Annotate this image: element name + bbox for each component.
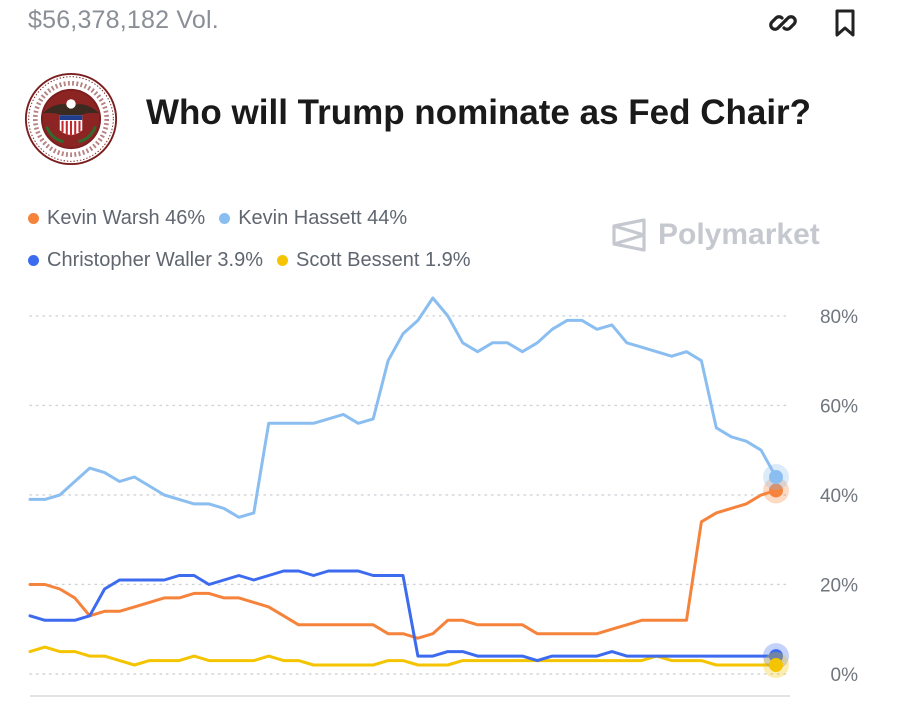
series-line-christopher-waller [28, 569, 778, 663]
legend-label-scott-bessent: Scott Bessent 1.9% [296, 249, 471, 271]
chart-legend: Kevin Warsh 46% Kevin Hassett 44% Christ… [28, 197, 485, 281]
legend-item-kevin-hassett[interactable]: Kevin Hassett 44% [219, 197, 407, 239]
end-marker-kevin-warsh [769, 483, 783, 498]
y-tick-label: 0% [831, 665, 859, 686]
legend-label-kevin-hassett: Kevin Hassett 44% [238, 207, 408, 229]
legend-label-christopher-waller: Christopher Waller 3.9% [47, 249, 264, 271]
series-line-kevin-warsh [28, 489, 778, 640]
legend-item-kevin-warsh[interactable]: Kevin Warsh 46% [28, 197, 205, 239]
y-tick-label: 20% [820, 575, 858, 596]
federal-reserve-seal [24, 72, 118, 166]
end-marker-kevin-hassett [769, 470, 783, 485]
y-tick-label: 80% [820, 307, 858, 328]
link-icon-graphic [769, 15, 797, 31]
y-tick-label: 60% [820, 396, 858, 417]
polymarket-logo-icon [612, 218, 646, 252]
legend-item-scott-bessent[interactable]: Scott Bessent 1.9% [277, 239, 471, 281]
series-line-kevin-hassett [28, 296, 778, 519]
market-title: Who will Trump nominate as Fed Chair? [146, 93, 812, 132]
legend-dot-kevin-hassett [219, 212, 231, 224]
legend-label-kevin-warsh: Kevin Warsh 46% [47, 207, 206, 229]
polymarket-watermark: Polymarket [610, 218, 820, 252]
end-marker-scott-bessent [769, 658, 783, 673]
bookmark-icon[interactable] [828, 6, 862, 40]
watermark-text: Polymarket [658, 218, 820, 251]
legend-dot-scott-bessent [277, 254, 289, 266]
legend-dot-kevin-warsh [28, 212, 39, 224]
volume-text: $56,378,182 Vol. [28, 6, 219, 34]
legend-dot-christopher-waller [28, 254, 39, 266]
link-icon[interactable] [766, 6, 800, 40]
legend-item-christopher-waller[interactable]: Christopher Waller 3.9% [28, 239, 263, 281]
bookmark-icon-graphic [835, 9, 855, 37]
y-tick-label: 40% [820, 486, 858, 507]
